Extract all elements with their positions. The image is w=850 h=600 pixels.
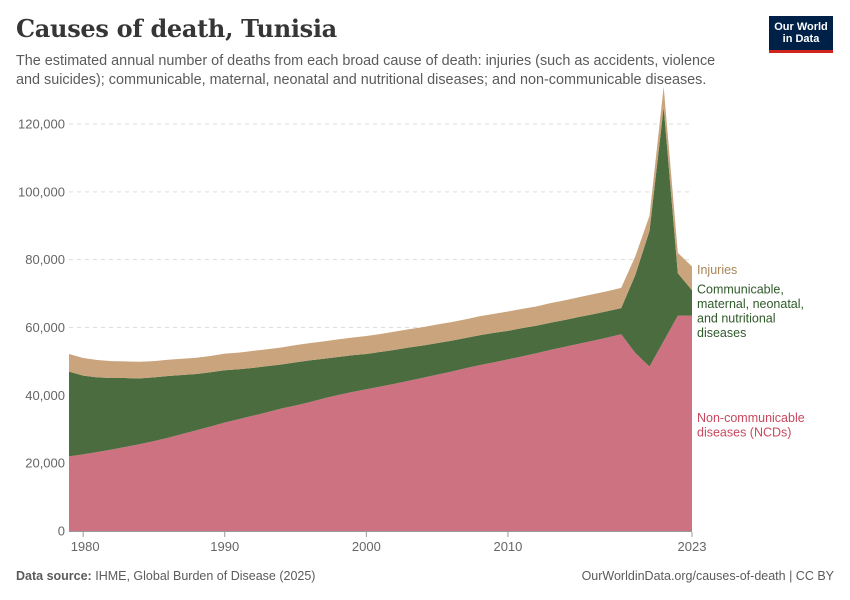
area-ncd — [69, 315, 692, 531]
x-tick-label: 2010 — [493, 539, 522, 554]
label-ncd: Non-communicable diseases (NCDs) — [697, 411, 805, 440]
x-tick-label: 1990 — [210, 539, 239, 554]
label-line: and nutritional — [697, 311, 776, 325]
y-tick-label: 40,000 — [25, 388, 65, 403]
owid-logo[interactable]: Our World in Data — [769, 16, 833, 53]
area-layers — [69, 86, 692, 531]
x-tick-label: 2000 — [352, 539, 381, 554]
label-line: diseases — [697, 326, 746, 340]
y-tick-label: 20,000 — [25, 456, 65, 471]
label-injuries: Injuries — [697, 263, 737, 277]
logo-line-1: Our World — [774, 21, 828, 33]
data-source-text: IHME, Global Burden of Disease (2025) — [95, 569, 316, 583]
chart-subtitle: The estimated annual number of deaths fr… — [16, 53, 716, 88]
label-line: maternal, neonatal, — [697, 297, 804, 311]
chart-title: Causes of death, Tunisia — [16, 14, 337, 43]
series-labels: Non-communicable diseases (NCDs) Communica… — [697, 263, 805, 439]
y-tick-label: 120,000 — [18, 117, 65, 132]
data-source-label: Data source: — [16, 569, 92, 583]
y-tick-label: 80,000 — [25, 252, 65, 267]
x-tick-label: 1980 — [71, 539, 100, 554]
footer-url[interactable]: OurWorldinData.org/causes-of-death | CC … — [581, 569, 834, 583]
label-line: Non-communicable — [697, 411, 805, 425]
axes: 0 20,000 40,000 60,000 80,000 100,000 120,000 1… — [18, 117, 706, 555]
x-tick-label: 2023 — [678, 539, 707, 554]
y-tick-label: 100,000 — [18, 184, 65, 199]
label-line: diseases (NCDs) — [697, 425, 791, 439]
label-line: Communicable, — [697, 282, 784, 296]
label-communicable: Communicable, maternal, neonatal, and nutr… — [697, 282, 804, 340]
data-source: Data source: IHME, Global Burden of Dise… — [16, 569, 315, 583]
label-line: Injuries — [697, 263, 737, 277]
y-tick-label: 0 — [58, 524, 65, 539]
logo-line-2: in Data — [782, 33, 820, 45]
area-communicable — [69, 107, 692, 457]
y-tick-label: 60,000 — [25, 320, 65, 335]
